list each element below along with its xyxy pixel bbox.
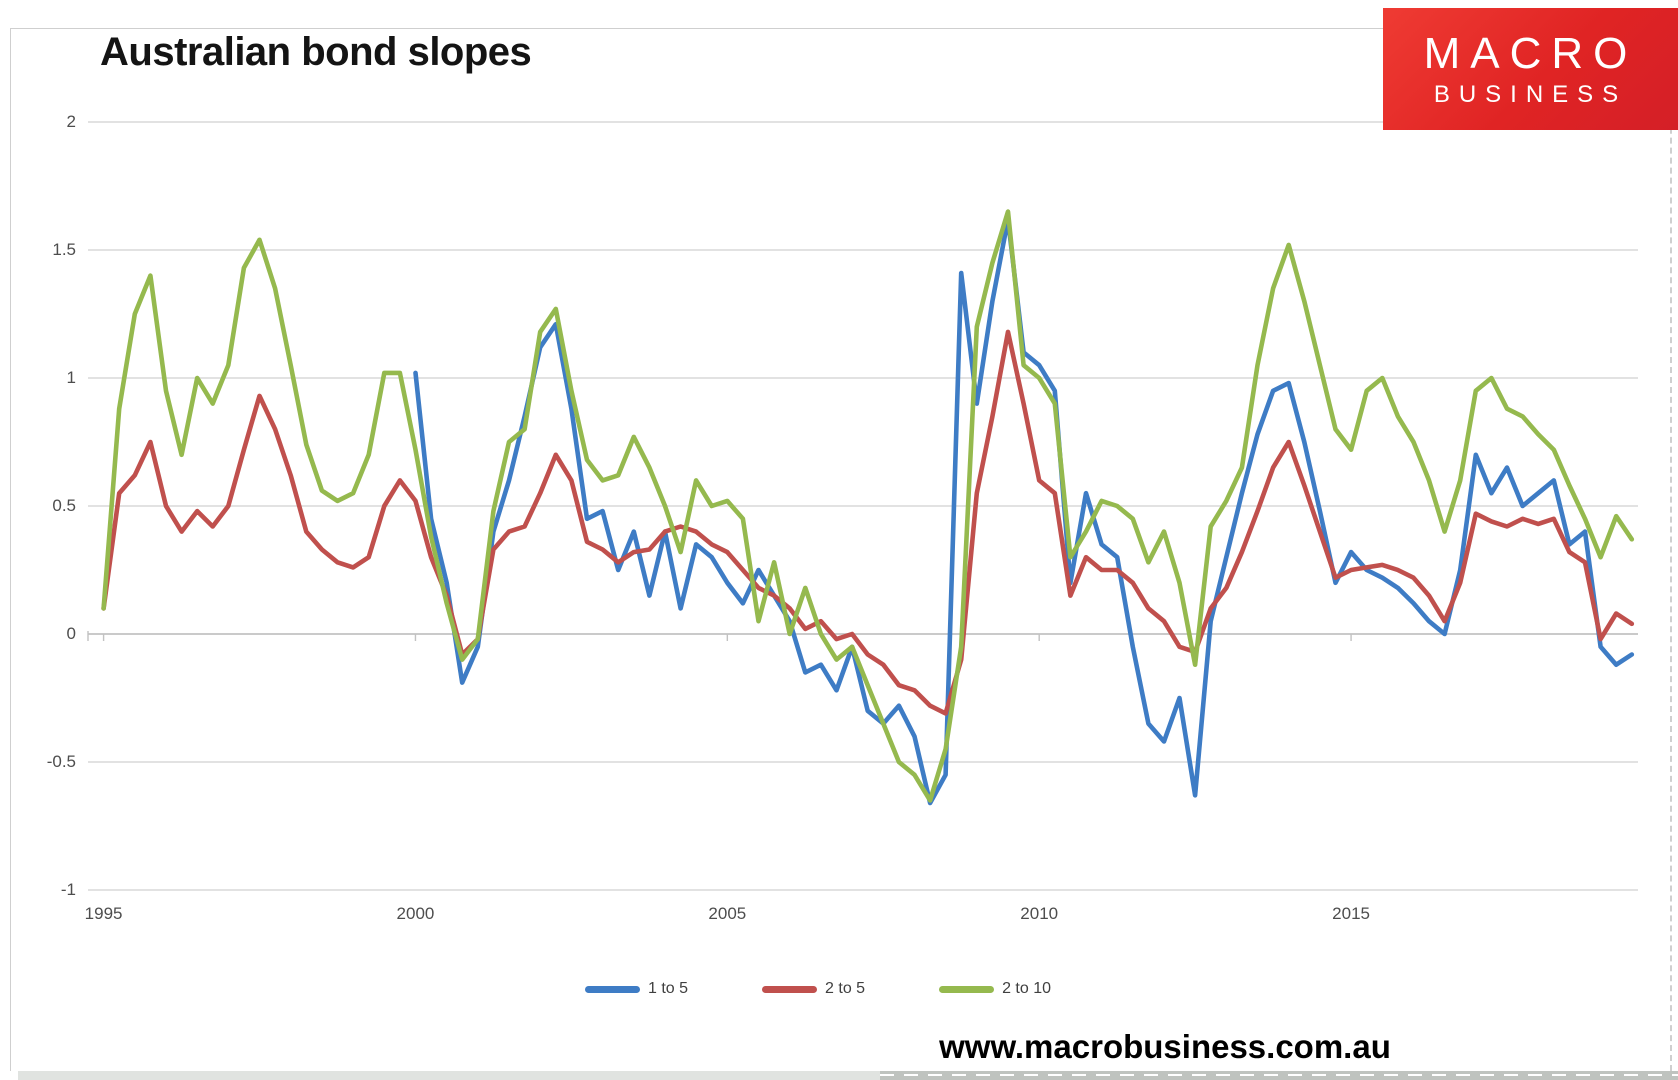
x-axis-tick-label: 2010	[1020, 904, 1059, 923]
y-axis-tick-label: 2	[66, 112, 76, 131]
y-axis-tick-label: 1.5	[52, 240, 76, 259]
legend-line-swatch	[762, 985, 818, 993]
macrobusiness-logo: MACRO BUSINESS	[1383, 8, 1678, 130]
chart-border-right	[1670, 28, 1672, 1071]
y-axis-tick-label: 0.5	[52, 496, 76, 515]
x-axis-tick-label: 1995	[84, 904, 123, 923]
legend-item-2-to-5: 2 to 5	[762, 980, 865, 998]
y-axis-tick-label: -0.5	[46, 752, 76, 771]
bottom-strip-left	[18, 1071, 880, 1080]
legend-label: 2 to 10	[1002, 980, 1051, 997]
y-axis-tick-label: -1	[60, 880, 76, 899]
legend-label: 2 to 5	[825, 980, 866, 997]
chart-border-left	[10, 28, 11, 1071]
x-axis-tick-label: 2000	[396, 904, 435, 923]
y-axis-tick-label: 0	[66, 624, 76, 643]
legend-label: 1 to 5	[648, 980, 689, 997]
series-line-2-to-5	[101, 329, 1635, 716]
legend-line-swatch	[939, 985, 995, 993]
logo-text-macro: MACRO	[1423, 29, 1638, 78]
x-axis-tick-label: 2015	[1332, 904, 1370, 923]
legend-item-2-to-10: 2 to 10	[939, 980, 1051, 998]
logo-text-business: BUSINESS	[1433, 81, 1628, 108]
x-axis-tick-label: 2005	[708, 904, 747, 923]
series-line-2-to-10	[101, 209, 1635, 803]
y-axis-tick-label: 1	[66, 368, 76, 387]
legend-item-1-to-5: 1 to 5	[585, 980, 688, 998]
chart-border-top	[10, 28, 1674, 29]
page-title: Australian bond slopes	[100, 30, 532, 74]
bottom-strip-right	[880, 1071, 1678, 1080]
footer-url: www.macrobusiness.com.au	[939, 1028, 1391, 1065]
legend-line-swatch	[585, 985, 640, 993]
chart-legend: 1 to 5 2 to 5 2 to 10	[585, 980, 1051, 998]
